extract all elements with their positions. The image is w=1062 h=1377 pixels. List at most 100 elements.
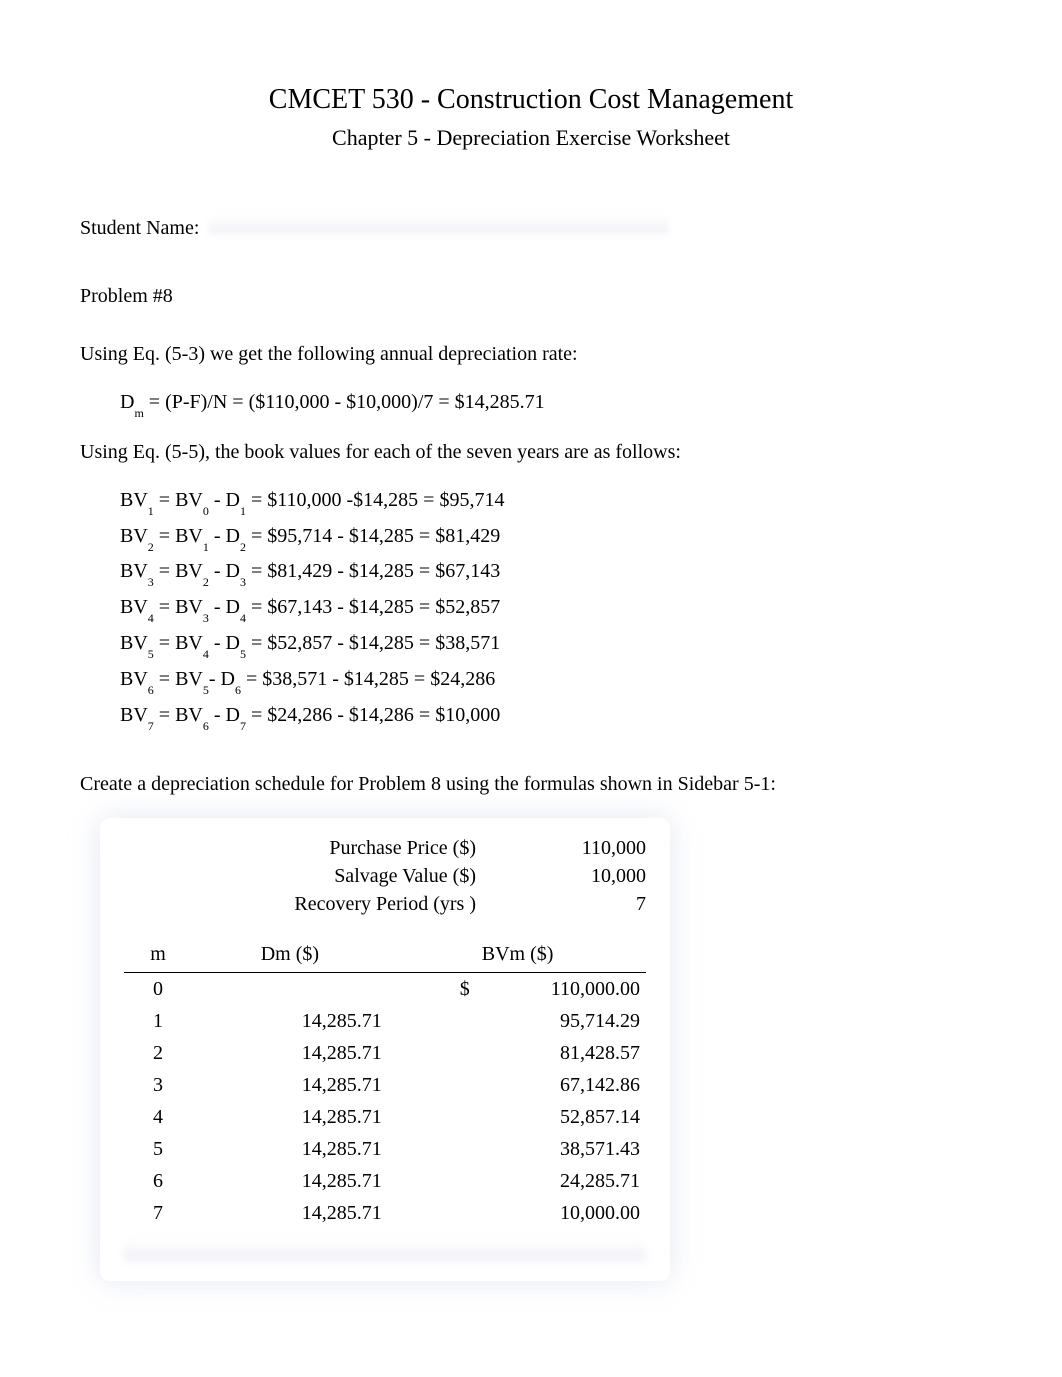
bv-text: - D: [209, 489, 240, 511]
bv-text: - D: [209, 632, 240, 654]
bv-sub: 1: [203, 540, 209, 554]
cell-m: 5: [124, 1133, 192, 1165]
depreciation-schedule: Purchase Price ($) 110,000 Salvage Value…: [100, 818, 670, 1281]
table-row: 0 $ 110,000.00: [124, 973, 646, 1006]
salvage-value-value: 10,000: [516, 862, 646, 890]
recovery-period-label: Recovery Period (yrs ): [124, 890, 516, 918]
cell-bv: 95,714.29: [476, 1005, 646, 1037]
cell-m: 1: [124, 1005, 192, 1037]
bv-sub: 3: [240, 575, 246, 589]
bv-text: = $81,429 - $14,285 = $67,143: [246, 560, 500, 582]
dm-rest: = (P-F)/N = ($110,000 - $10,000)/7 = $14…: [144, 391, 545, 413]
cell-dollar: [442, 1197, 476, 1229]
cell-dm: 14,285.71: [192, 1197, 442, 1229]
header-m: m: [124, 938, 192, 973]
table-row: 6 14,285.71 24,285.71: [124, 1165, 646, 1197]
bv-sub: 1: [240, 504, 246, 518]
page-title: CMCET 530 - Construction Cost Management: [80, 80, 982, 119]
bv-sub: 3: [203, 611, 209, 625]
cell-dm: 14,285.71: [192, 1101, 442, 1133]
cell-dollar: [442, 1101, 476, 1133]
bv-text: = $38,571 - $14,285 = $24,286: [241, 668, 495, 690]
bv-text: = $95,714 - $14,285 = $81,429: [246, 525, 500, 547]
bv-sub: 0: [203, 504, 209, 518]
student-name-blank: [209, 214, 669, 234]
cell-dm: 14,285.71: [192, 1133, 442, 1165]
bv-text: = BV: [154, 668, 203, 690]
cell-m: 3: [124, 1069, 192, 1101]
cell-m: 2: [124, 1037, 192, 1069]
bv-row-3: BV3 = BV2 - D3 = $81,429 - $14,285 = $67…: [120, 557, 982, 587]
bv-text: BV: [120, 489, 148, 511]
table-header-row: m Dm ($) BVm ($): [124, 938, 646, 973]
param-row-salvage: Salvage Value ($) 10,000: [124, 862, 646, 890]
param-row-recovery: Recovery Period (yrs ) 7: [124, 890, 646, 918]
table-row: 1 14,285.71 95,714.29: [124, 1005, 646, 1037]
bv-row-7: BV7 = BV6 - D7 = $24,286 - $14,286 = $10…: [120, 701, 982, 731]
cell-dm: 14,285.71: [192, 1005, 442, 1037]
cell-dollar: [442, 1133, 476, 1165]
student-name-row: Student Name:: [80, 214, 982, 242]
cell-bv: 38,571.43: [476, 1133, 646, 1165]
bv-sub: 2: [203, 575, 209, 589]
bv-text: = BV: [154, 704, 203, 726]
bv-sub: 2: [148, 540, 154, 554]
dm-equation: Dm = (P-F)/N = ($110,000 - $10,000)/7 = …: [120, 388, 982, 418]
bv-sub: 4: [148, 611, 154, 625]
bv-text: = $67,143 - $14,285 = $52,857: [246, 596, 500, 618]
cell-bv: 52,857.14: [476, 1101, 646, 1133]
header-bvm: BVm ($): [476, 938, 646, 973]
table-row: 5 14,285.71 38,571.43: [124, 1133, 646, 1165]
bv-text: = BV: [154, 489, 203, 511]
bv-text: BV: [120, 668, 148, 690]
bv-sub: 6: [203, 719, 209, 733]
table-row: 4 14,285.71 52,857.14: [124, 1101, 646, 1133]
bv-text: BV: [120, 525, 148, 547]
cell-dm: [192, 973, 442, 1006]
purchase-price-value: 110,000: [516, 834, 646, 862]
purchase-price-label: Purchase Price ($): [124, 834, 516, 862]
bv-row-4: BV4 = BV3 - D4 = $67,143 - $14,285 = $52…: [120, 593, 982, 623]
dm-subscript: m: [134, 406, 143, 420]
bv-sub: 6: [148, 683, 154, 697]
cell-bv: 10,000.00: [476, 1197, 646, 1229]
cell-dollar: [442, 1037, 476, 1069]
bv-text: BV: [120, 632, 148, 654]
cell-m: 6: [124, 1165, 192, 1197]
cell-bv: 81,428.57: [476, 1037, 646, 1069]
cell-m: 7: [124, 1197, 192, 1229]
bv-text: = BV: [154, 632, 203, 654]
bv-text: - D: [209, 668, 235, 690]
problem-label: Problem #8: [80, 282, 982, 310]
bv-text: BV: [120, 560, 148, 582]
cell-dollar: $: [442, 973, 476, 1006]
bv-text: = $52,857 - $14,285 = $38,571: [246, 632, 500, 654]
student-name-label: Student Name:: [80, 214, 199, 242]
cell-dm: 14,285.71: [192, 1165, 442, 1197]
bv-sub: 2: [240, 540, 246, 554]
bv-sub: 1: [148, 504, 154, 518]
bv-text: - D: [209, 560, 240, 582]
dm-symbol: D: [120, 391, 134, 413]
cell-dm: 14,285.71: [192, 1069, 442, 1101]
param-row-purchase: Purchase Price ($) 110,000: [124, 834, 646, 862]
bv-text: - D: [209, 596, 240, 618]
bv-text: BV: [120, 704, 148, 726]
bv-sub: 5: [240, 647, 246, 661]
bv-sub: 5: [148, 647, 154, 661]
table-row: 7 14,285.71 10,000.00: [124, 1197, 646, 1229]
cell-bv: 67,142.86: [476, 1069, 646, 1101]
recovery-period-value: 7: [516, 890, 646, 918]
eq-53-intro: Using Eq. (5-3) we get the following ann…: [80, 340, 982, 368]
cell-dollar: [442, 1005, 476, 1037]
bv-text: BV: [120, 596, 148, 618]
bv-sub: 5: [203, 683, 209, 697]
bv-text: - D: [209, 704, 240, 726]
header-dm: Dm ($): [192, 938, 442, 973]
bv-sub: 4: [240, 611, 246, 625]
bv-sub: 6: [235, 683, 241, 697]
page-subtitle: Chapter 5 - Depreciation Exercise Worksh…: [80, 123, 982, 154]
table-row: 2 14,285.71 81,428.57: [124, 1037, 646, 1069]
bv-equations: BV1 = BV0 - D1 = $110,000 -$14,285 = $95…: [120, 486, 982, 731]
cell-dollar: [442, 1165, 476, 1197]
